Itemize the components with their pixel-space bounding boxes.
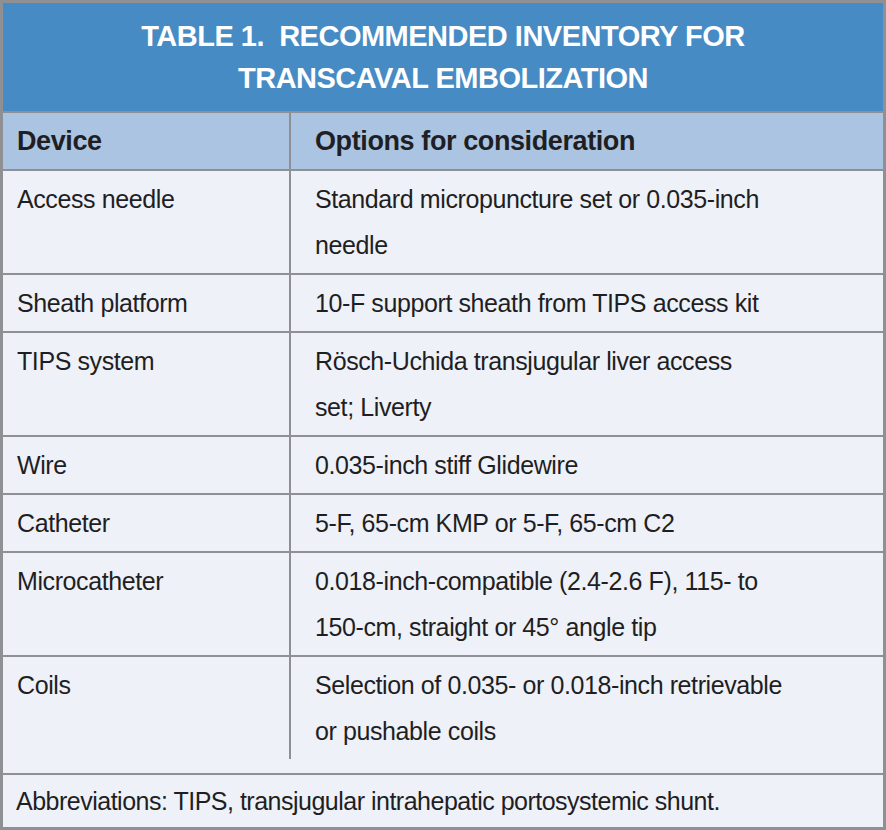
table-row: Sheath platform 10-F support sheath from… <box>3 273 883 331</box>
device-cell: Catheter <box>3 495 291 551</box>
device-cell: TIPS system <box>3 333 291 435</box>
table-row: Catheter 5-F, 65-cm KMP or 5-F, 65-cm C2 <box>3 493 883 551</box>
table-row: Coils Selection of 0.035- or 0.018-inch … <box>3 655 883 759</box>
device-cell: Coils <box>3 657 291 759</box>
table-footnote: Abbreviations: TIPS, transjugular intrah… <box>3 773 883 827</box>
column-header-options: Options for consideration <box>291 113 883 169</box>
device-cell: Access needle <box>3 171 291 273</box>
table-row: Microcatheter 0.018-inch-compatible (2.4… <box>3 551 883 655</box>
options-cell: 0.035-inch stiff Glidewire <box>291 437 883 493</box>
table-row: Wire 0.035-inch stiff Glidewire <box>3 435 883 493</box>
table-title-line1: TABLE 1. RECOMMENDED INVENTORY FOR <box>3 15 883 57</box>
inventory-table: TABLE 1. RECOMMENDED INVENTORY FOR TRANS… <box>0 0 886 830</box>
options-cell: Standard micropuncture set or 0.035-inch… <box>291 171 883 273</box>
table-row: Access needle Standard micropuncture set… <box>3 169 883 273</box>
options-cell: 10-F support sheath from TIPS access kit <box>291 275 883 331</box>
options-cell: 0.018-inch-compatible (2.4-2.6 F), 115- … <box>291 553 883 655</box>
table-row: TIPS system Rösch-Uchida transjugular li… <box>3 331 883 435</box>
options-cell: Selection of 0.035- or 0.018-inch retrie… <box>291 657 883 759</box>
column-header-device: Device <box>3 113 291 169</box>
table-header-row: Device Options for consideration <box>3 111 883 169</box>
table-title-line2: TRANSCAVAL EMBOLIZATION <box>3 57 883 99</box>
options-cell: Rösch-Uchida transjugular liver access s… <box>291 333 883 435</box>
device-cell: Wire <box>3 437 291 493</box>
options-cell: 5-F, 65-cm KMP or 5-F, 65-cm C2 <box>291 495 883 551</box>
device-cell: Microcatheter <box>3 553 291 655</box>
table-title: TABLE 1. RECOMMENDED INVENTORY FOR TRANS… <box>3 3 883 111</box>
device-cell: Sheath platform <box>3 275 291 331</box>
